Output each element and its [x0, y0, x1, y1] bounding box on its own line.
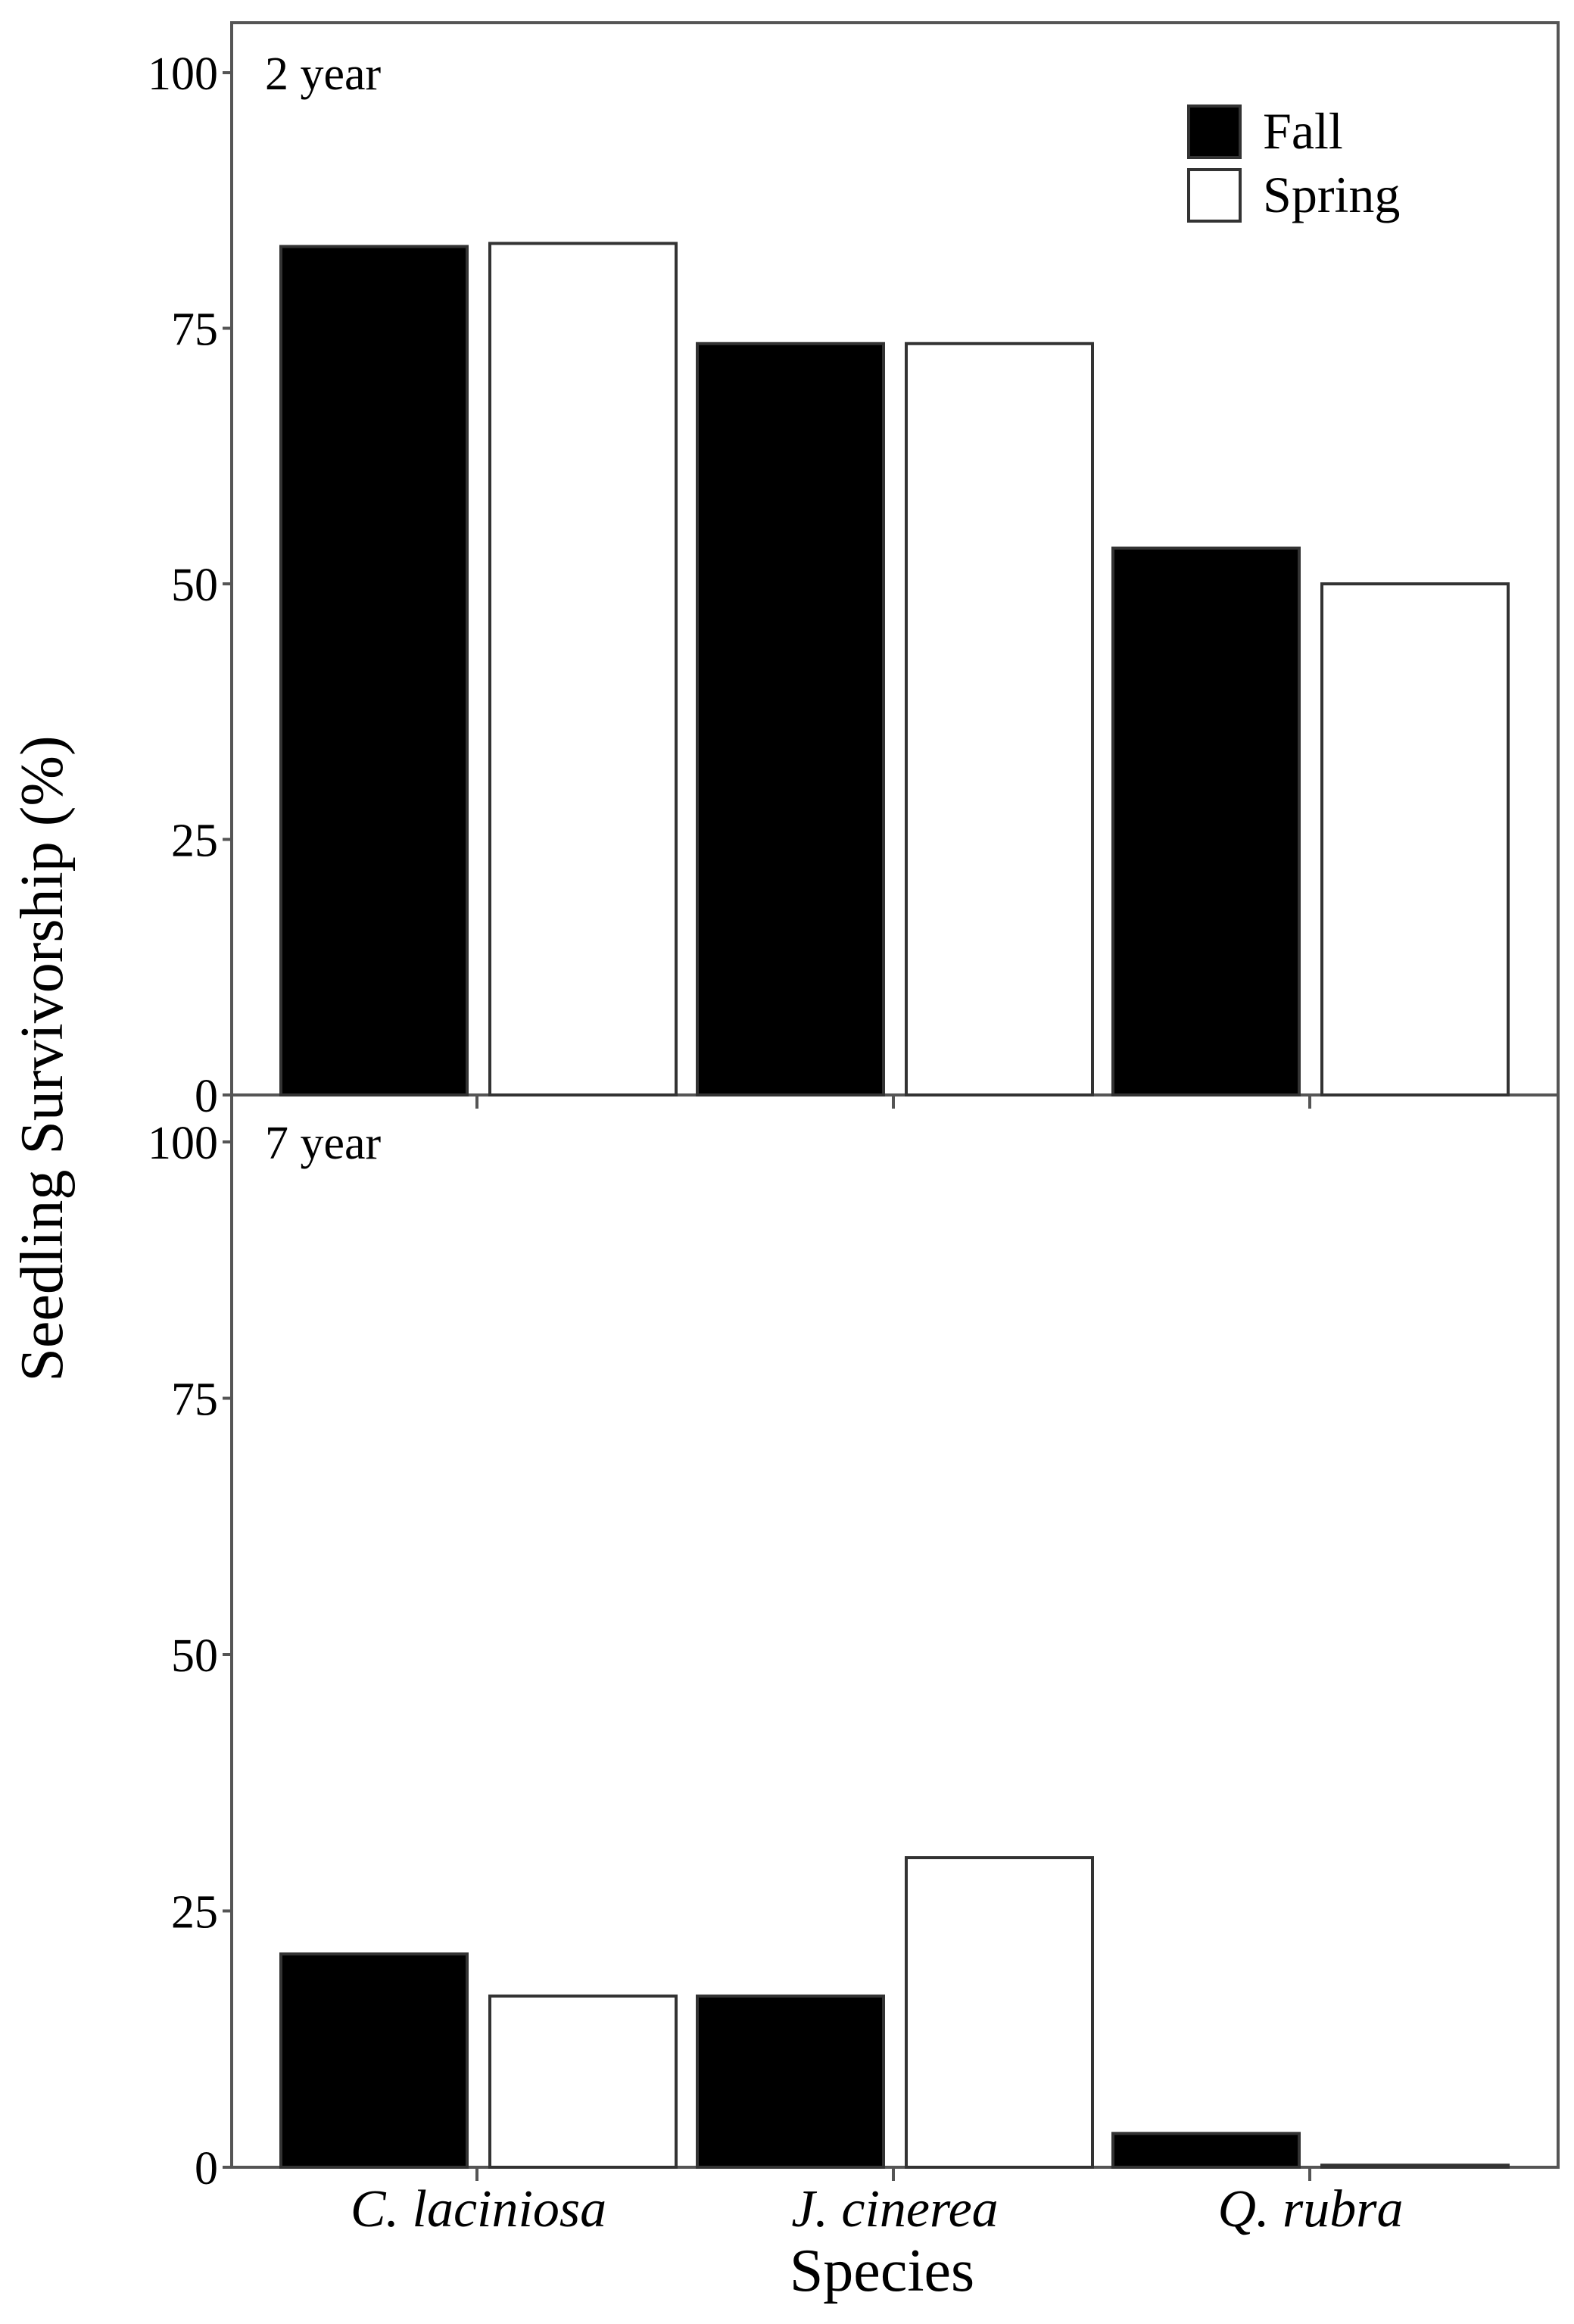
y-tick-label: 75 — [171, 1374, 218, 1426]
panel-label: 2 year — [265, 48, 382, 100]
panel-label: 7 year — [265, 1118, 382, 1169]
x-axis-title: Species — [790, 2238, 974, 2304]
legend-label-fall: Fall — [1263, 102, 1343, 160]
legend-swatch-fall — [1187, 105, 1242, 159]
y-tick-label: 50 — [171, 560, 218, 611]
y-tick-label: 25 — [171, 816, 218, 867]
y-tick-label: 100 — [148, 1118, 218, 1169]
bar-spring — [488, 1994, 678, 2170]
y-tick-label: 100 — [148, 48, 218, 100]
legend: Fall Spring — [1187, 102, 1400, 223]
bar-spring — [905, 1856, 1094, 2170]
x-axis: C. laciniosa J. cinerea Q. rubra — [351, 2167, 1404, 2238]
bar-spring — [1320, 2163, 1510, 2169]
panels: 0 25 50 75 100 2 year 0 25 50 75 100 7 year — [148, 48, 1510, 2195]
legend-label-spring: Spring — [1263, 166, 1400, 223]
bar-fall — [279, 1952, 469, 2169]
bar-fall — [696, 342, 885, 1096]
y-tick-label: 0 — [195, 2143, 218, 2195]
panel-7-year: 0 25 50 75 100 7 year — [148, 1118, 1510, 2195]
y-tick-label: 25 — [171, 1887, 218, 1939]
y-axis-title: Seedling Survivorship (%) — [9, 735, 76, 1381]
bar-fall — [696, 1994, 885, 2170]
y-tick-label: 50 — [171, 1630, 218, 1682]
legend-swatch-spring — [1187, 168, 1242, 223]
category-label: C. laciniosa — [351, 2180, 606, 2238]
category-label: Q. rubra — [1217, 2180, 1403, 2238]
panel-2-year: 0 25 50 75 100 2 year — [148, 48, 1510, 1122]
bar-fall — [1111, 2132, 1301, 2170]
y-tick-label: 0 — [195, 1071, 218, 1122]
bar-spring — [1320, 582, 1510, 1096]
bar-fall — [279, 245, 469, 1096]
bar-spring — [905, 342, 1094, 1096]
category-label: J. cinerea — [791, 2180, 998, 2238]
bar-spring — [488, 242, 678, 1097]
bar-fall — [1111, 546, 1301, 1096]
y-tick-label: 75 — [171, 304, 218, 356]
